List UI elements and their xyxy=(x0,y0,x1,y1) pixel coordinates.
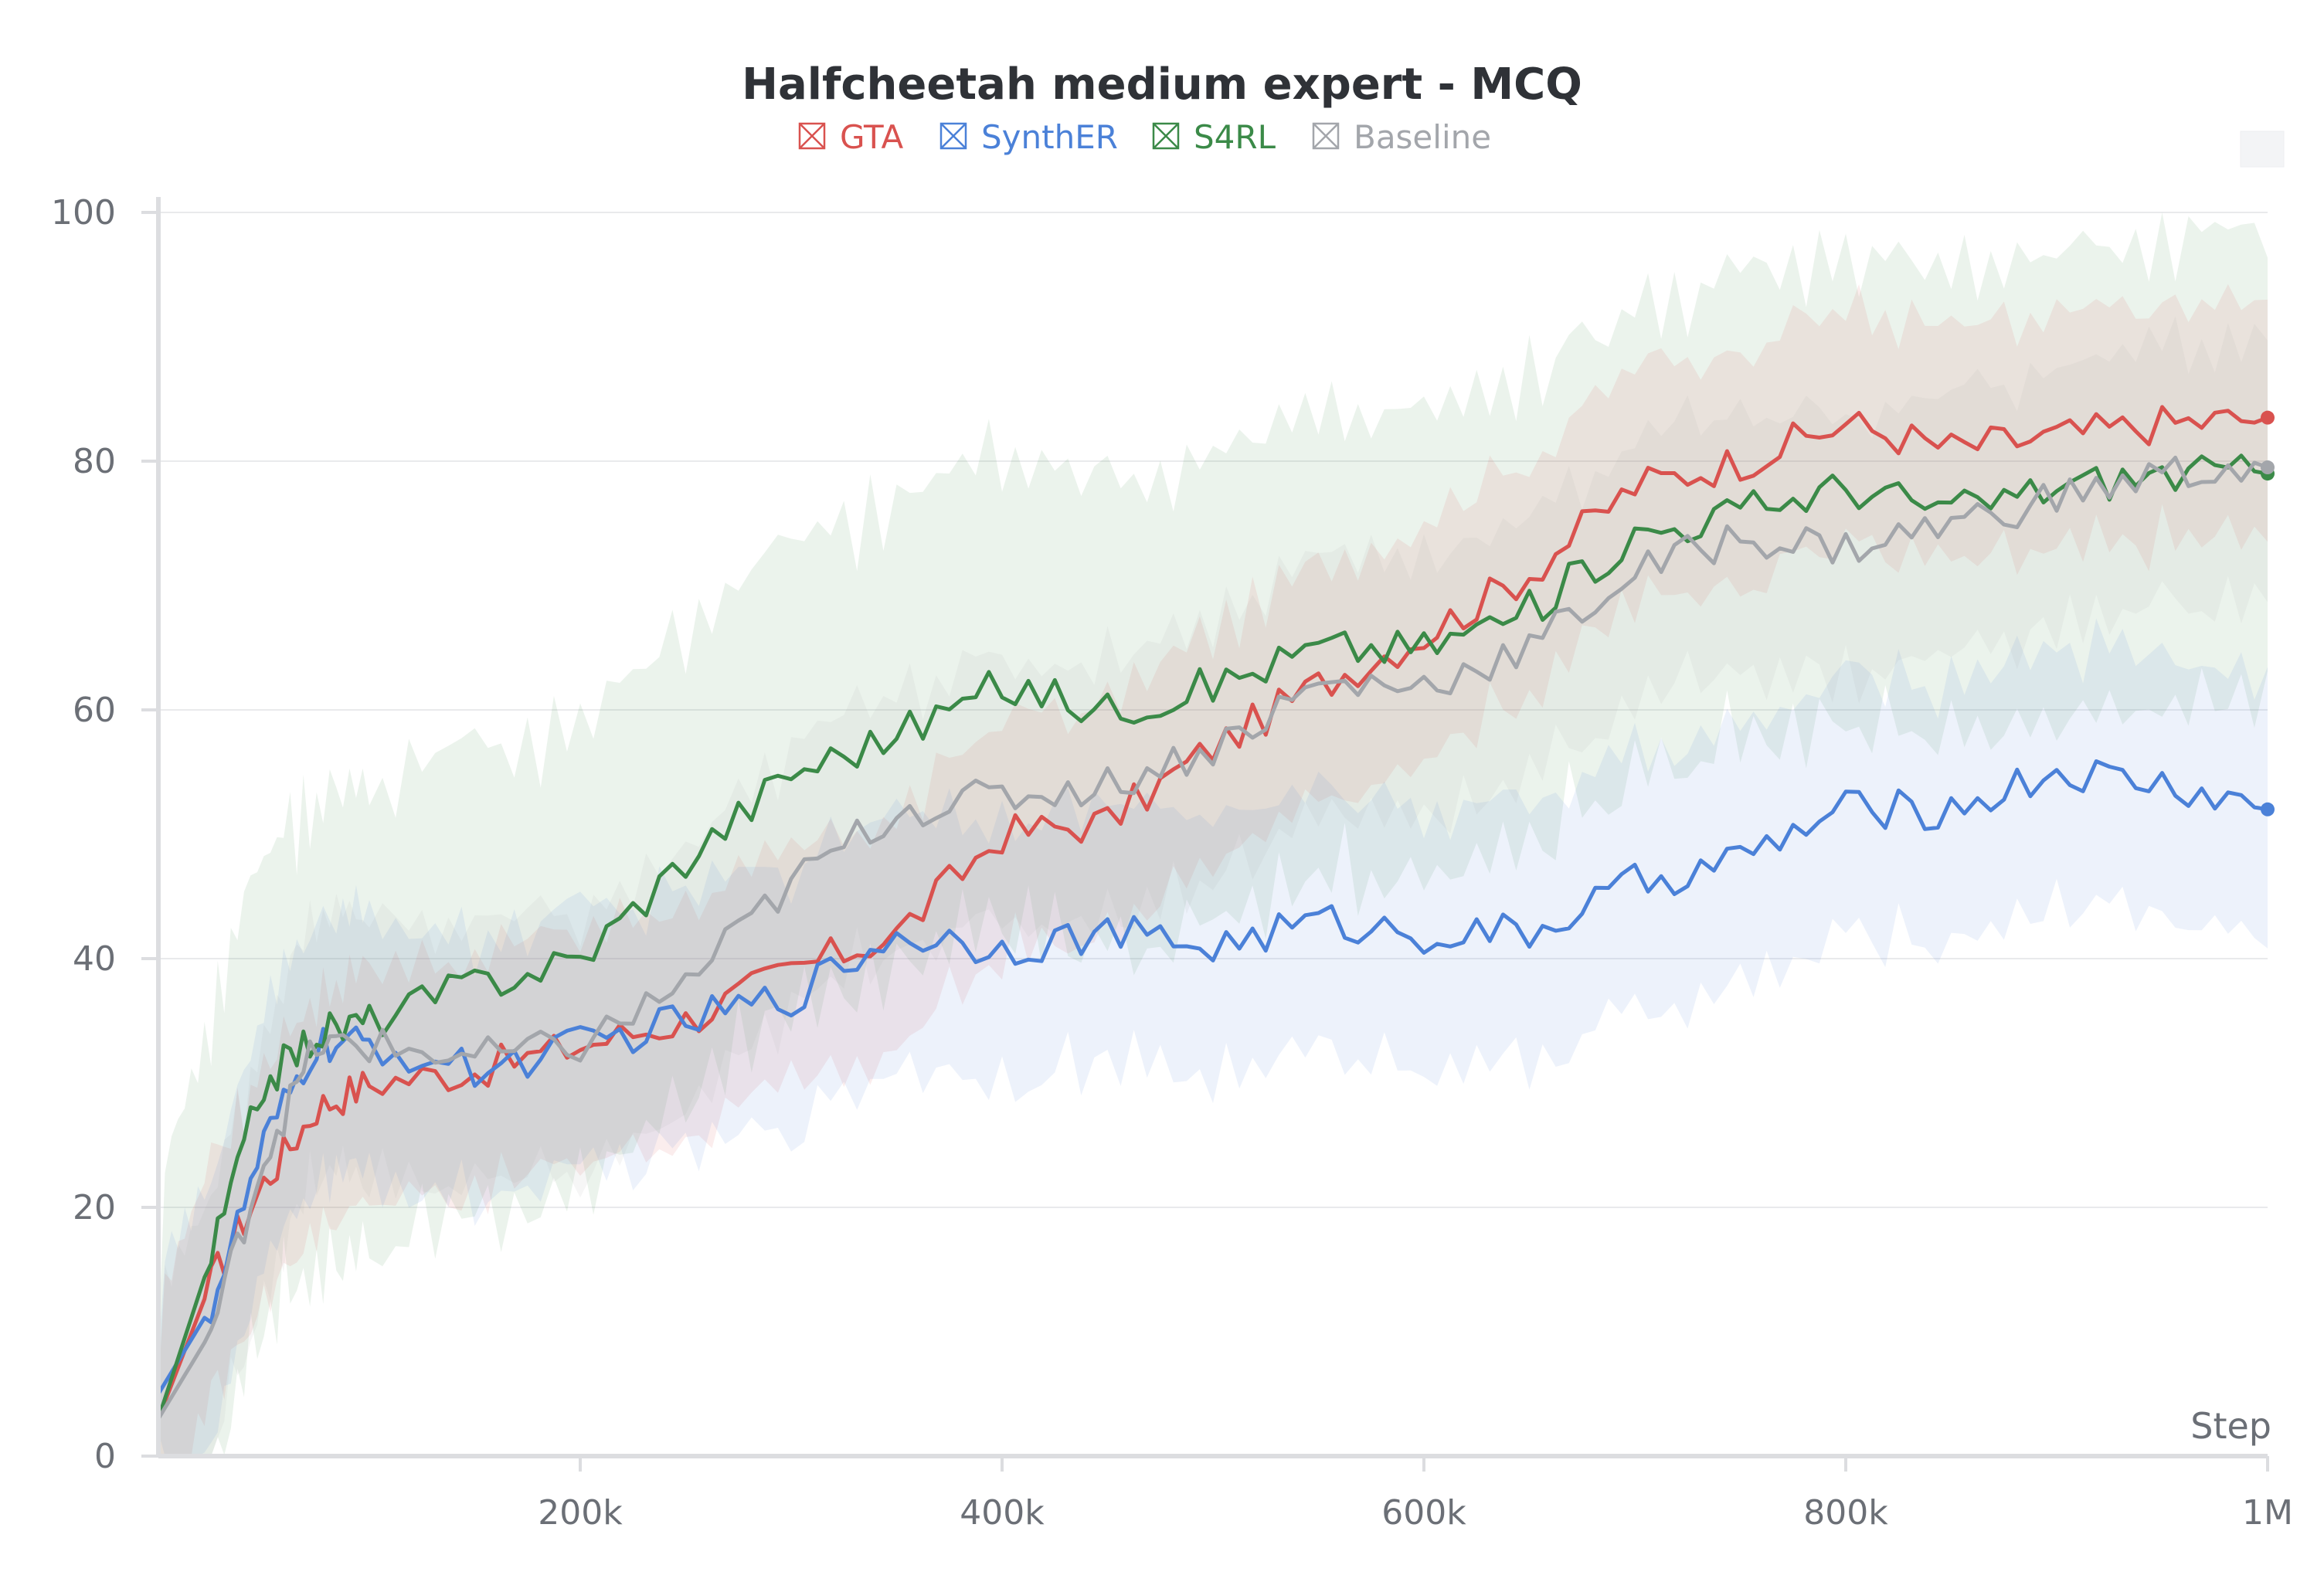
band-s4rl xyxy=(158,212,2268,1456)
y-tick-label: 40 xyxy=(73,939,116,979)
series-endpoint-gta xyxy=(2261,410,2275,425)
y-tick-label: 60 xyxy=(73,691,116,730)
x-tick-label: 800k xyxy=(1803,1493,1888,1533)
x-tick-label: 200k xyxy=(538,1493,623,1533)
y-tick-label: 0 xyxy=(94,1437,116,1476)
x-tick-label: 600k xyxy=(1381,1493,1466,1533)
confidence-bands xyxy=(158,212,2268,1456)
legend-label: Baseline xyxy=(1354,118,1491,156)
band-synther xyxy=(158,618,2268,1456)
legend-swatch-icon xyxy=(939,122,967,150)
y-tick-label: 20 xyxy=(73,1188,116,1227)
legend-label: SynthER xyxy=(981,118,1118,156)
y-tick-label: 80 xyxy=(73,442,116,481)
legend-item-baseline[interactable]: Baseline xyxy=(1312,118,1491,156)
legend-label: GTA xyxy=(840,118,903,156)
tick-labels: 0 20 40 60 80 100 200k 400k 600k 800k 1M xyxy=(51,193,2293,1533)
legend-label: S4RL xyxy=(1194,118,1276,156)
axes xyxy=(156,197,2268,1458)
series-lines xyxy=(156,405,2275,1420)
x-tick-label: 1M xyxy=(2242,1493,2293,1533)
series-line-baseline[interactable] xyxy=(156,455,2268,1420)
series-line-synther[interactable] xyxy=(156,759,2268,1395)
legend-item-synther[interactable]: SynthER xyxy=(939,118,1118,156)
x-tick-label: 400k xyxy=(960,1493,1045,1533)
series-line-s4rl[interactable] xyxy=(156,453,2268,1420)
legend-item-gta[interactable]: GTA xyxy=(798,118,903,156)
x-axis-label: Step xyxy=(2190,1405,2271,1447)
legend-item-s4rl[interactable]: S4RL xyxy=(1152,118,1276,156)
chart-title: Halfcheetah medium expert - MCQ xyxy=(742,59,1582,110)
band-baseline xyxy=(158,316,2268,1456)
legend: GTA SynthER S4RL Baseline xyxy=(798,118,1491,156)
series-line-gta[interactable] xyxy=(156,405,2268,1420)
y-tick-label: 100 xyxy=(51,193,116,233)
legend-swatch-icon xyxy=(798,122,826,150)
legend-swatch-icon xyxy=(1152,122,1180,150)
legend-scroll-indicator[interactable] xyxy=(2240,131,2285,168)
band-gta xyxy=(158,283,2268,1456)
legend-swatch-icon xyxy=(1312,122,1340,150)
series-endpoint-synther xyxy=(2261,802,2275,816)
series-endpoint-baseline xyxy=(2261,460,2275,475)
